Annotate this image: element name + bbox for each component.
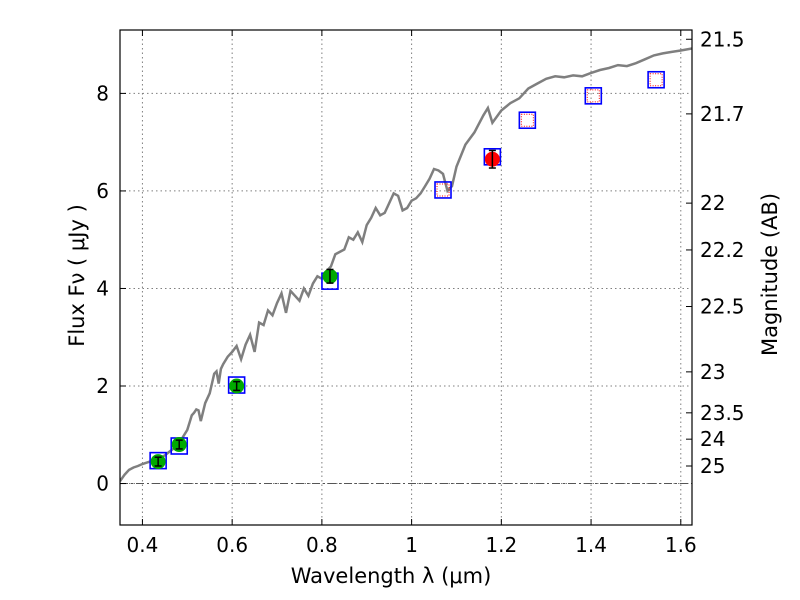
x-axis-label: Wavelength λ (μm) xyxy=(291,564,492,588)
right-tick-label: 22 xyxy=(700,191,725,215)
y-axis-label: Flux Fν ( μJy ) xyxy=(65,204,89,347)
upper-limit-point xyxy=(520,113,534,127)
model-square-point xyxy=(434,181,452,199)
right-tick-label: 21.7 xyxy=(700,102,745,126)
x-tick-label: 1.6 xyxy=(665,533,697,557)
x-tick-label: 0.4 xyxy=(127,533,159,557)
model-square-point xyxy=(518,111,537,130)
upper-limit-point xyxy=(586,89,600,103)
spectrum-line xyxy=(120,47,692,482)
model-square-point xyxy=(584,87,603,105)
x-tick-label: 0.6 xyxy=(216,533,248,557)
model-square-point xyxy=(647,70,665,89)
right-tick-label: 25 xyxy=(700,454,725,478)
x-tick-label: 1.2 xyxy=(485,533,517,557)
right-tick-label: 23.5 xyxy=(700,401,745,425)
right-tick-label: 22.5 xyxy=(700,295,745,319)
upper-limit-point xyxy=(436,183,450,197)
y-tick-label: 6 xyxy=(96,179,109,203)
upper-limit-point xyxy=(649,73,663,87)
y-tick-label: 8 xyxy=(96,81,109,105)
right-tick-label: 22.2 xyxy=(700,238,745,262)
x-tick-label: 1.4 xyxy=(575,533,607,557)
y-tick-label: 0 xyxy=(96,472,109,496)
right-axis-label: Magnitude (AB) xyxy=(758,193,782,356)
right-tick-label: 24 xyxy=(700,427,725,451)
x-tick-label: 0.8 xyxy=(306,533,338,557)
right-tick-label: 23 xyxy=(700,360,725,384)
y-tick-label: 2 xyxy=(96,374,109,398)
y-tick-label: 4 xyxy=(96,276,109,300)
plot-frame xyxy=(119,29,693,526)
x-tick-label: 1 xyxy=(405,533,418,557)
right-tick-label: 21.5 xyxy=(700,27,745,51)
